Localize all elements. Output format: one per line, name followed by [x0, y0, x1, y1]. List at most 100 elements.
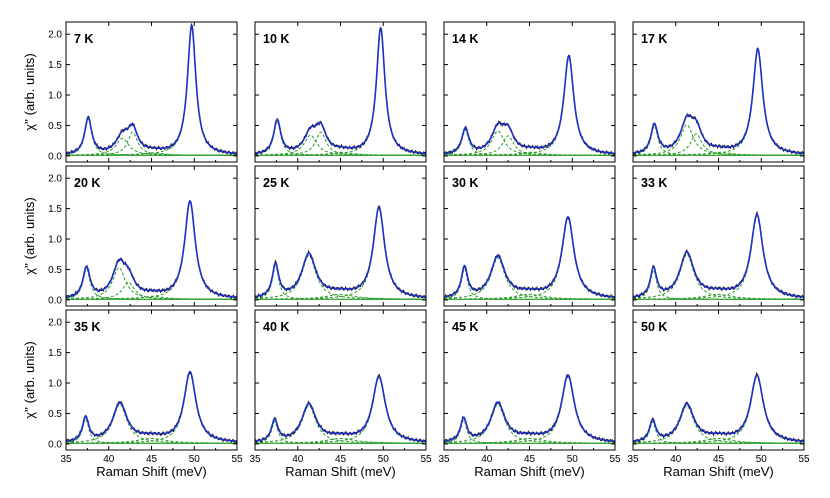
y-tick-label: 2.0 — [48, 30, 62, 41]
total-fit-line — [633, 213, 804, 298]
temperature-label: 14 K — [452, 32, 478, 46]
temperature-label: 35 K — [74, 320, 100, 334]
y-tick-label: 0.0 — [48, 295, 62, 306]
total-fit-line — [444, 54, 615, 155]
panel-14k: 14 K — [443, 21, 616, 163]
component-curve-2 — [633, 124, 804, 156]
component-curve-1 — [444, 419, 615, 444]
temperature-label: 25 K — [263, 176, 289, 190]
plot-area — [633, 46, 804, 156]
component-curve-2 — [633, 405, 804, 444]
total-fit-line — [66, 371, 237, 443]
temperature-label: 33 K — [641, 176, 667, 190]
temperature-label: 10 K — [263, 32, 289, 46]
component-curve-1 — [255, 120, 426, 156]
component-curve-2 — [444, 257, 615, 300]
temperature-label: 45 K — [452, 320, 478, 334]
total-fit-line — [255, 206, 426, 298]
temperature-label: 7 K — [74, 32, 93, 46]
component-curve-4 — [633, 215, 804, 300]
x-tick-label: 35 — [249, 454, 261, 465]
component-curve-3 — [66, 281, 237, 300]
component-curve-2 — [633, 253, 804, 300]
x-tick-label: 45 — [524, 454, 536, 465]
y-tick-label: 2.0 — [48, 318, 62, 329]
panel-33k: 33 K — [632, 165, 805, 307]
plot-area — [66, 370, 237, 444]
total-fit-line — [255, 375, 426, 442]
plot-area — [66, 22, 237, 156]
x-tick-label: 50 — [189, 454, 201, 465]
x-axis-title: Raman Shift (meV) — [663, 464, 774, 479]
plot-area — [444, 373, 615, 444]
panel-20k: 0.0 0.5 1.0 1.5 2.0 20 K χ'' (arb. units) — [22, 165, 238, 307]
component-curve-2 — [255, 134, 426, 156]
y-tick-label: 1.5 — [48, 204, 62, 215]
plot-area — [66, 199, 237, 300]
plot-area — [255, 26, 426, 156]
y-axis-title: χ'' (arb. units) — [22, 197, 37, 275]
component-curve-3 — [444, 293, 615, 300]
total-fit-line — [66, 24, 237, 155]
total-fit-line — [633, 374, 804, 442]
y-tick-label: 1.0 — [48, 91, 62, 102]
component-curve-5 — [633, 49, 804, 156]
component-curve-3 — [444, 437, 615, 444]
x-tick-label: 45 — [146, 454, 158, 465]
component-curve-1 — [66, 418, 237, 444]
y-tick-label: 1.5 — [48, 60, 62, 71]
component-curve-3 — [633, 293, 804, 300]
component-curve-2 — [255, 405, 426, 444]
x-tick-label: 35 — [627, 454, 639, 465]
x-tick-label: 40 — [292, 454, 304, 465]
y-tick-label: 0.0 — [48, 151, 62, 162]
component-curve-1 — [66, 118, 237, 156]
x-tick-label: 40 — [670, 454, 682, 465]
y-tick-label: 1.0 — [48, 235, 62, 246]
total-fit-line — [444, 216, 615, 298]
x-tick-label: 55 — [231, 454, 243, 465]
component-curve-2 — [66, 403, 237, 444]
temperature-label: 20 K — [74, 176, 100, 190]
temperature-label: 30 K — [452, 176, 478, 190]
x-axis-title: Raman Shift (meV) — [285, 464, 396, 479]
component-curve-1 — [444, 129, 615, 156]
panel-50k: 35 40 45 50 55 50 K Raman Shift (meV) — [627, 309, 810, 479]
x-tick-label: 35 — [438, 454, 450, 465]
component-curve-3 — [255, 293, 426, 300]
total-fit-line — [255, 26, 426, 155]
plot-area — [255, 373, 426, 444]
component-curve-4 — [633, 151, 804, 156]
x-tick-label: 55 — [420, 454, 432, 465]
plot-area — [444, 216, 615, 300]
component-curve-3 — [66, 437, 237, 444]
temperature-label: 17 K — [641, 32, 667, 46]
y-tick-label: 0.5 — [48, 121, 62, 132]
y-tick-label: 0.5 — [48, 409, 62, 420]
component-curve-1 — [633, 269, 804, 300]
panel-17k: 17 K — [632, 21, 805, 163]
panel-10k: 10 K — [254, 21, 427, 163]
x-tick-label: 45 — [335, 454, 347, 465]
component-curve-4 — [444, 151, 615, 156]
component-curve-3 — [66, 131, 237, 156]
total-fit-line — [66, 199, 237, 299]
component-curve-4 — [255, 151, 426, 156]
panel-25k: 25 K — [254, 165, 427, 307]
component-curve-5 — [255, 27, 426, 156]
x-axis-title: Raman Shift (meV) — [96, 464, 207, 479]
x-tick-label: 50 — [378, 454, 390, 465]
y-axis-title: χ'' (arb. units) — [22, 53, 37, 131]
y-tick-label: 1.0 — [48, 379, 62, 390]
y-tick-label: 2.0 — [48, 174, 62, 185]
plot-area — [633, 372, 804, 444]
component-curve-3 — [633, 437, 804, 444]
temperature-label: 40 K — [263, 320, 289, 334]
component-curve-2 — [255, 254, 426, 300]
component-curve-4 — [444, 217, 615, 300]
x-tick-label: 40 — [481, 454, 493, 465]
x-tick-label: 50 — [756, 454, 768, 465]
y-tick-label: 0.0 — [48, 439, 62, 450]
plot-area — [633, 210, 804, 300]
